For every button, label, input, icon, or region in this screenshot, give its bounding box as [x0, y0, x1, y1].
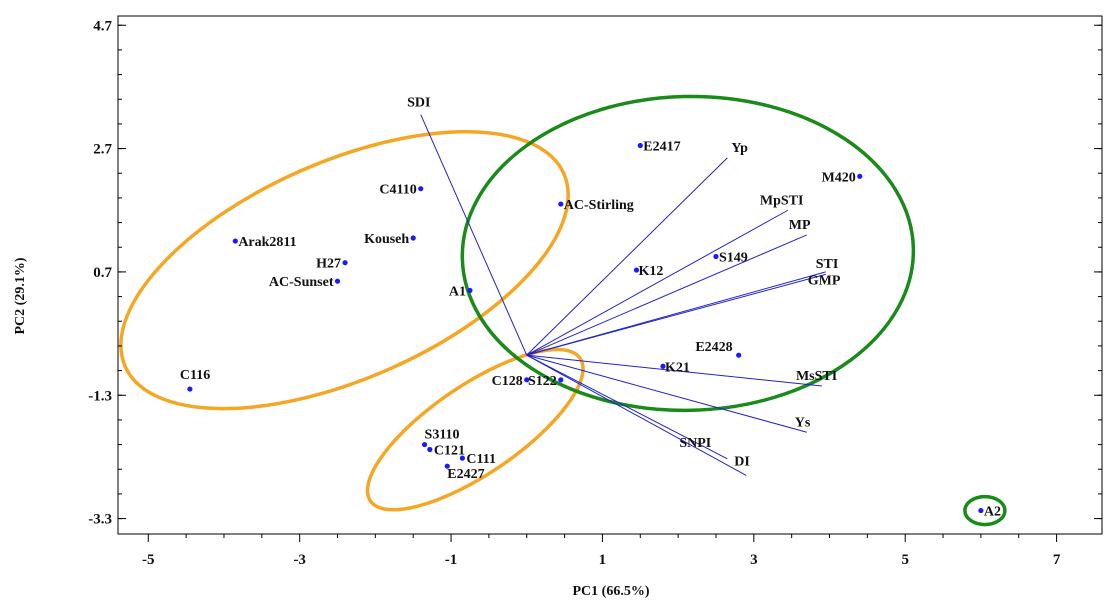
vector-label-snpi: SNPI [679, 436, 711, 451]
vector-di [526, 354, 747, 476]
score-points: E2417 AC-Stirling M420 S149 K12 E2428 K21 S122 C… [180, 140, 1001, 520]
point-a1 [467, 287, 473, 294]
point-label-s149: S149 [719, 251, 748, 266]
point-s149 [713, 253, 719, 260]
y-axis-title: PC2 (29.1%) [13, 257, 28, 334]
y-tick-label: -3.3 [88, 512, 112, 528]
vector-ys [526, 354, 807, 433]
group-ellipse-1 [119, 129, 570, 411]
point-label-a2: A2 [984, 505, 1001, 520]
vector-label-sti: STI [816, 257, 839, 272]
point-label-s3110: S3110 [425, 428, 460, 443]
point-c111 [459, 455, 465, 461]
point-m420 [857, 173, 863, 179]
plot-frame [117, 15, 1103, 535]
point-e2417 [637, 142, 643, 149]
point-ac-sunset [334, 278, 341, 284]
x-tick-label: 3 [750, 552, 758, 568]
x-tick-label: -5 [142, 552, 155, 568]
group-ellipse-2 [365, 347, 585, 512]
vector-yp [526, 157, 728, 356]
point-s3110 [421, 441, 428, 448]
y-tick-label: 0.7 [93, 265, 112, 281]
point-label-k21: K21 [665, 360, 690, 375]
point-s122 [558, 377, 564, 383]
point-label-kouseh: Kouseh [364, 232, 409, 247]
vector-sdi [420, 114, 528, 356]
point-label-ac-stirling: AC-Stirling [564, 198, 634, 213]
group-ellipse-4 [963, 494, 1007, 527]
group-ellipse-3 [460, 94, 916, 413]
vector-label-sdi: SDI [407, 96, 430, 111]
x-tick-label: -1 [445, 552, 458, 568]
vector-label-gmp: GMP [808, 273, 841, 288]
point-label-c116: C116 [180, 368, 210, 383]
point-kouseh [410, 235, 416, 241]
point-label-e2428: E2428 [695, 340, 732, 355]
axes: -5 -3 -1 1 3 5 7 4.7 2.7 0.7 -1.3 -3.3 [88, 18, 1102, 568]
point-label-k12: K12 [638, 264, 663, 279]
point-arak2811 [232, 238, 238, 244]
point-label-s122: S122 [528, 374, 557, 389]
point-a2 [978, 507, 984, 514]
vector-label-mpsti: MpSTI [760, 193, 804, 208]
vector-label-mp: MP [789, 218, 811, 233]
point-ac-stirling [558, 201, 564, 207]
point-k12 [633, 267, 640, 273]
point-h27 [342, 260, 348, 266]
point-label-e2427: E2427 [447, 467, 484, 482]
x-tick-label: 1 [599, 552, 607, 568]
point-label-a1: A1 [449, 284, 466, 299]
point-label-e2417: E2417 [643, 140, 680, 155]
point-label-ac-sunset: AC-Sunset [269, 275, 334, 290]
vector-mpsti [526, 209, 789, 356]
vector-label-ys: Ys [795, 415, 811, 430]
x-axis-title: PC1 (66.5%) [573, 584, 650, 599]
point-e2428 [736, 352, 742, 358]
x-tick-label: 5 [901, 552, 909, 568]
point-label-h27: H27 [316, 257, 341, 272]
point-c4110 [418, 186, 424, 192]
vector-label-mssti: MsSTI [796, 369, 837, 384]
point-c128 [524, 377, 530, 383]
vector-label-di: DI [734, 454, 750, 469]
point-label-c4110: C4110 [379, 183, 416, 198]
point-label-c121: C121 [434, 444, 465, 459]
y-tick-label: -1.3 [88, 388, 112, 404]
point-label-c111: C111 [466, 452, 496, 467]
x-tick-label: -3 [293, 552, 306, 568]
point-e2427 [444, 463, 450, 469]
vector-label-yp: Yp [731, 141, 748, 156]
y-tick-label: 2.7 [93, 142, 112, 158]
vector-snpi [526, 354, 728, 460]
point-label-arak2811: Arak2811 [238, 235, 296, 250]
point-label-c128: C128 [492, 374, 523, 389]
y-tick-label: 4.7 [93, 18, 112, 34]
x-tick-label: 7 [1053, 552, 1061, 568]
point-k21 [660, 363, 666, 369]
group-ellipses [119, 94, 1007, 527]
point-c121 [427, 446, 433, 453]
vector-mssti [526, 354, 822, 387]
point-label-m420: M420 [822, 170, 856, 185]
vector-gmp [526, 273, 826, 356]
vector-mp [526, 234, 807, 356]
point-c116 [187, 386, 193, 392]
